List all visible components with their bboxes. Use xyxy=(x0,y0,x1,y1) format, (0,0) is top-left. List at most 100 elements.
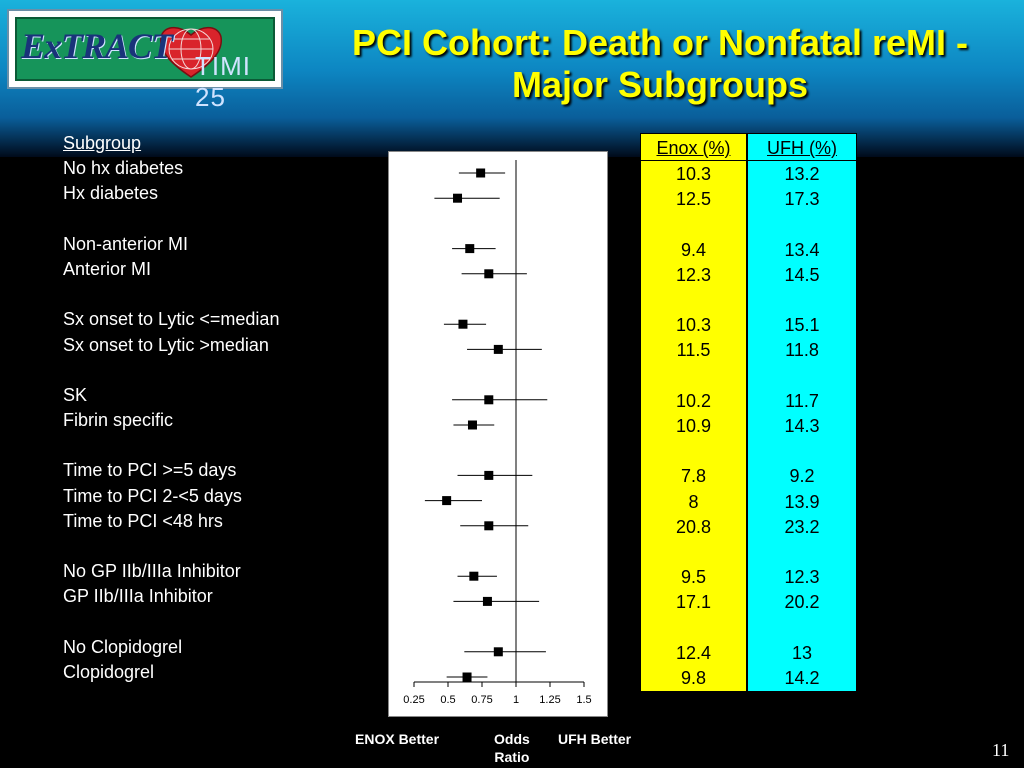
odds-ratio-marker xyxy=(465,244,475,254)
odds-ratio-marker xyxy=(484,269,494,279)
rates-table: Enox (%) 10.3 12.5 9.4 12.3 10.3 11.5 10.2 10.9… xyxy=(640,133,857,692)
enox-cell: 11.5 xyxy=(676,340,711,361)
odds-ratio-line-2: Ratio xyxy=(494,749,530,765)
ufh-cell xyxy=(748,288,856,313)
ufh-cell xyxy=(748,616,856,641)
ufh-cell: 9.2 xyxy=(789,466,815,487)
logo-panel: ExTRACT TIMI 25 xyxy=(15,17,275,112)
subgroup-row: Clopidogrel xyxy=(63,661,155,682)
subgroup-row xyxy=(63,207,279,232)
logo-timi-text: TIMI 25 xyxy=(195,51,251,112)
logo-extract-text: ExTRACT xyxy=(21,26,173,66)
enox-cell xyxy=(641,616,746,641)
subgroup-row xyxy=(63,358,279,383)
subgroup-row xyxy=(63,534,279,559)
ufh-cell: 14.2 xyxy=(784,668,820,688)
enox-cell: 9.4 xyxy=(680,239,707,260)
subgroup-row: Anterior MI xyxy=(63,258,152,279)
odds-ratio-marker xyxy=(469,571,479,581)
ufh-better-label: UFH Better xyxy=(558,731,632,747)
slide-title: PCI Cohort: Death or Nonfatal reMI - Maj… xyxy=(300,22,1020,106)
enox-cell: 12.5 xyxy=(675,189,712,210)
subgroup-list: Subgroup No hx diabetes Hx diabetes Non-… xyxy=(63,131,279,685)
subgroup-row xyxy=(63,282,279,307)
ufh-cell: 14.3 xyxy=(784,416,820,436)
subgroup-row: Fibrin specific xyxy=(63,410,174,431)
odds-ratio-marker xyxy=(493,344,503,354)
ufh-cell: 13.2 xyxy=(784,164,820,184)
enox-cell xyxy=(641,439,746,464)
enox-cell: 10.3 xyxy=(675,315,712,336)
enox-cell xyxy=(641,364,746,389)
subgroup-row: SK xyxy=(63,384,88,405)
enox-cell: 9.5 xyxy=(680,567,707,588)
enox-cell: 7.8 xyxy=(680,466,707,487)
subgroup-row: Time to PCI >=5 days xyxy=(63,460,237,481)
ufh-cell: 15.1 xyxy=(784,315,820,336)
enox-cell: 17.1 xyxy=(675,592,712,613)
subgroup-row xyxy=(63,610,279,635)
odds-ratio-marker xyxy=(493,647,503,657)
odds-ratio-marker xyxy=(462,672,472,682)
enox-cell xyxy=(641,288,746,313)
odds-ratio-marker xyxy=(453,193,463,203)
subgroup-row: Sx onset to Lytic >median xyxy=(63,334,269,355)
forest-plot: 0.25 0.5 0.75 1 1.25 1.5 xyxy=(388,151,608,717)
odds-ratio-marker xyxy=(458,319,468,329)
ufh-header: UFH (%) xyxy=(748,134,856,161)
enox-cell: 10.9 xyxy=(675,416,712,436)
enox-cell: 20.8 xyxy=(675,516,712,537)
title-line-2: Major Subgroups xyxy=(512,64,808,105)
enox-better-label: ENOX Better xyxy=(355,731,440,747)
ufh-cell: 13.9 xyxy=(784,491,820,512)
odds-ratio-marker xyxy=(442,496,452,506)
ufh-column: UFH (%) 13.2 17.3 13.4 14.5 15.1 11.8 11.7 14.3… xyxy=(747,133,857,692)
x-tick-label: 0.75 xyxy=(471,694,492,706)
ufh-cell: 20.2 xyxy=(784,592,820,613)
subgroup-row: Time to PCI <48 hrs xyxy=(63,510,223,531)
enox-cell xyxy=(641,212,746,237)
subgroup-header: Subgroup xyxy=(63,133,142,153)
ufh-cell xyxy=(748,439,856,464)
enox-header: Enox (%) xyxy=(641,134,746,161)
extract-timi25-logo: ExTRACT TIMI 25 xyxy=(7,9,283,112)
odds-ratio-marker xyxy=(484,521,494,531)
ufh-cell: 13.4 xyxy=(784,239,820,260)
x-tick-label: 1.5 xyxy=(576,694,591,706)
page-number: 11 xyxy=(992,740,1010,760)
subgroup-row: Hx diabetes xyxy=(63,183,159,204)
odds-ratio-marker xyxy=(482,596,492,606)
ufh-cell xyxy=(748,540,856,565)
ufh-cell: 23.2 xyxy=(784,516,820,537)
odds-ratio-marker xyxy=(467,420,477,430)
subgroup-row: No Clopidogrel xyxy=(63,636,183,657)
subgroup-row: Time to PCI 2-<5 days xyxy=(63,485,242,506)
subgroup-row: No hx diabetes xyxy=(63,158,184,179)
odds-ratio-line-1: Odds xyxy=(494,731,530,747)
forest-plot-svg: 0.25 0.5 0.75 1 1.25 1.5 xyxy=(403,160,592,706)
odds-ratio-label: Odds Ratio xyxy=(494,730,530,766)
ufh-cell xyxy=(748,212,856,237)
x-tick-label: 1 xyxy=(513,694,519,706)
odds-ratio-marker xyxy=(476,168,486,178)
globe-heart-icon xyxy=(159,26,223,78)
ufh-cell xyxy=(748,364,856,389)
ufh-cell: 14.5 xyxy=(784,264,820,285)
enox-cell: 10.2 xyxy=(675,390,712,411)
enox-cell: 12.4 xyxy=(675,642,712,663)
title-line-1: PCI Cohort: Death or Nonfatal reMI - xyxy=(351,22,968,63)
odds-ratio-marker xyxy=(484,470,494,480)
ufh-cell: 11.7 xyxy=(785,390,819,411)
subgroup-row: Sx onset to Lytic <=median xyxy=(63,309,280,330)
enox-cell: 10.3 xyxy=(675,164,712,184)
ufh-cell: 12.3 xyxy=(784,567,820,588)
subgroup-row: No GP IIb/IIIa Inhibitor xyxy=(63,561,241,582)
enox-column: Enox (%) 10.3 12.5 9.4 12.3 10.3 11.5 10.2 10.9… xyxy=(640,133,747,692)
x-tick-label: 0.25 xyxy=(403,694,424,706)
ufh-cell: 17.3 xyxy=(784,189,820,210)
enox-cell: 8 xyxy=(688,491,699,512)
subgroup-row xyxy=(63,433,279,458)
enox-cell: 12.3 xyxy=(675,264,712,285)
ufh-cell: 13 xyxy=(791,642,813,663)
x-tick-label: 1.25 xyxy=(539,694,560,706)
